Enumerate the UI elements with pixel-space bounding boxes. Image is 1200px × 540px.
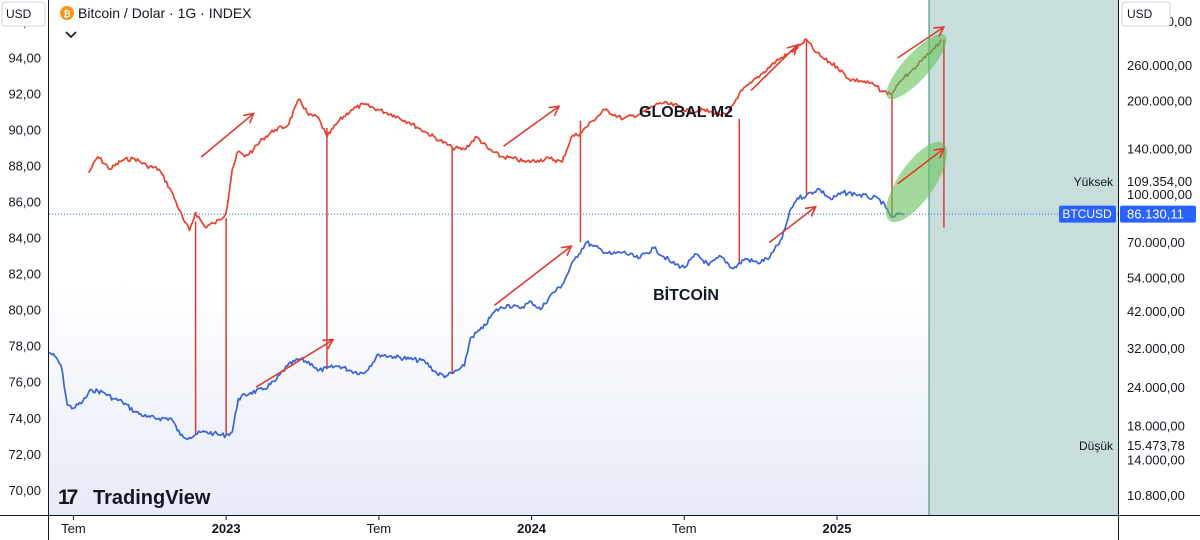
trend-arrow xyxy=(897,147,946,185)
bitcoin-coin-icon xyxy=(60,6,74,20)
trend-arrows xyxy=(200,26,946,388)
trend-arrow xyxy=(255,338,335,388)
x-tick-label: 2023 xyxy=(212,521,241,536)
current-price-badge[interactable] xyxy=(1120,205,1196,223)
btc-series-label: BİTCOİN xyxy=(653,286,719,304)
tradingview-logo-mark: 17 xyxy=(58,486,78,509)
right-tick-label: 200.000,00 xyxy=(1127,93,1192,108)
tradingview-logo-text: TradingView xyxy=(93,487,211,509)
tradingview-logo: 17 TradingView xyxy=(58,486,211,509)
left-axis-ticks: 96,0094,0092,0090,0088,0086,0084,0082,00… xyxy=(8,15,41,498)
x-tick-label: 2025 xyxy=(823,521,852,536)
left-tick-label: 94,00 xyxy=(8,51,41,66)
left-tick-label: 72,00 xyxy=(8,447,41,462)
left-tick-label: 82,00 xyxy=(8,267,41,282)
right-tick-label: 70.000,00 xyxy=(1127,235,1185,250)
right-tick-label: 14.000,00 xyxy=(1127,453,1185,468)
left-tick-label: 78,00 xyxy=(8,339,41,354)
left-tick-label: 76,00 xyxy=(8,375,41,390)
left-unit-label: USD xyxy=(6,7,32,21)
trend-arrow xyxy=(750,43,799,91)
high-label: Yüksek xyxy=(1074,175,1114,189)
right-tick-label: 18.000,00 xyxy=(1127,419,1185,434)
trend-arrow xyxy=(494,245,573,306)
btc-projection-ellipse xyxy=(885,141,947,223)
low-label: Düşük xyxy=(1079,439,1114,453)
right-tick-label: 140.000,00 xyxy=(1127,141,1192,156)
right-tick-label: 42.000,00 xyxy=(1127,304,1185,319)
right-tick-label: 10.800,00 xyxy=(1127,488,1185,503)
m2-projection-ellipse xyxy=(886,33,947,100)
x-tick-label: Tem xyxy=(672,521,697,536)
projection-ellipses xyxy=(885,33,947,223)
right-tick-label: 24.000,00 xyxy=(1127,380,1185,395)
trend-arrow xyxy=(503,105,561,147)
chevron-down-icon[interactable] xyxy=(65,31,77,39)
trend-arrow xyxy=(897,26,946,59)
left-tick-label: 88,00 xyxy=(8,159,41,174)
bitcoin-line xyxy=(48,187,893,440)
right-unit-box[interactable] xyxy=(1121,1,1171,27)
right-tick-label: 54.000,00 xyxy=(1127,270,1185,285)
trend-arrow xyxy=(769,205,817,243)
left-unit-box[interactable] xyxy=(1,1,46,27)
btcusd-symbol-text: BTCUSD xyxy=(1062,207,1112,221)
projection-zone xyxy=(929,0,1118,515)
x-axis-ticks: Tem 2023 Tem 2024 Tem 2025 xyxy=(61,515,851,536)
right-tick-label: 260.000,00 xyxy=(1127,58,1192,73)
left-tick-label: 84,00 xyxy=(8,231,41,246)
trend-arrow xyxy=(200,112,255,158)
left-tick-label: 70,00 xyxy=(8,483,41,498)
right-tick-label: 100.000,00 xyxy=(1127,187,1192,202)
right-unit-label: USD xyxy=(1127,7,1153,21)
symbol-title[interactable]: Bitcoin / Dolar · 1G · INDEX xyxy=(78,5,252,21)
left-tick-label: 90,00 xyxy=(8,123,41,138)
high-value: 109.354,00 xyxy=(1127,174,1192,189)
btcusd-symbol-badge[interactable] xyxy=(1059,205,1116,223)
bitcoin-coin-glyph: ₿ xyxy=(63,9,70,20)
low-value: 15.473,78 xyxy=(1127,438,1185,453)
left-tick-label: 86,00 xyxy=(8,195,41,210)
x-tick-label: Tem xyxy=(61,521,86,536)
left-tick-label: 92,00 xyxy=(8,87,41,102)
current-price-text: 86.130,11 xyxy=(1127,207,1184,222)
global-m2-line xyxy=(87,38,893,232)
m2-series-label: GLOBAL M2 xyxy=(639,104,733,121)
right-tick-label: 32.000,00 xyxy=(1127,341,1185,356)
right-axis-ticks: 360.000,00260.000,00200.000,00140.000,00… xyxy=(1127,14,1192,503)
left-tick-label: 80,00 xyxy=(8,303,41,318)
x-tick-label: Tem xyxy=(367,521,392,536)
left-tick-label: 74,00 xyxy=(8,411,41,426)
x-tick-label: 2024 xyxy=(517,521,547,536)
